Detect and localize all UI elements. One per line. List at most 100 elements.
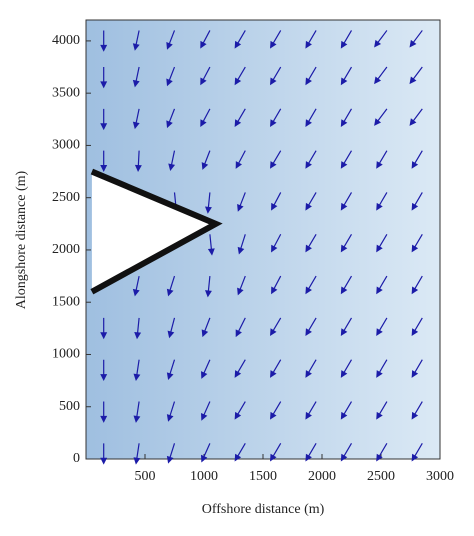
y-tick-label: 2000 bbox=[52, 242, 80, 257]
vector-arrow bbox=[100, 30, 108, 52]
x-tick-label: 2000 bbox=[308, 469, 336, 484]
vector-arrow bbox=[168, 150, 176, 171]
vector-arrow bbox=[271, 275, 282, 295]
vector-arrow bbox=[411, 359, 423, 378]
vector-arrow bbox=[411, 401, 423, 420]
vector-arrow bbox=[340, 192, 353, 211]
vector-arrow bbox=[270, 150, 282, 169]
vector-arrow bbox=[200, 30, 211, 49]
vector-arrow bbox=[376, 401, 388, 420]
vector-arrow bbox=[132, 66, 140, 88]
vector-arrow bbox=[205, 192, 212, 214]
vector-arrow bbox=[305, 150, 317, 169]
vector-arrow bbox=[376, 443, 388, 462]
vector-arrow bbox=[166, 30, 176, 50]
vector-arrow bbox=[305, 359, 317, 378]
vector-arrow bbox=[201, 150, 211, 170]
x-tick-label: 1500 bbox=[249, 469, 277, 484]
vector-arrow bbox=[376, 233, 388, 253]
vector-arrow bbox=[411, 150, 423, 169]
vector-arrow bbox=[234, 66, 246, 86]
vector-arrow bbox=[374, 30, 388, 48]
vector-arrow bbox=[100, 443, 108, 465]
vector-arrow bbox=[340, 401, 353, 420]
vector-arrow bbox=[166, 443, 176, 464]
vector-arrow bbox=[234, 30, 246, 49]
vector-arrow bbox=[133, 443, 141, 465]
y-tick-label: 0 bbox=[73, 451, 80, 466]
vector-arrow bbox=[411, 233, 423, 253]
vector-arrow bbox=[166, 66, 176, 87]
vector-arrow bbox=[374, 66, 388, 85]
vector-arrow bbox=[166, 108, 176, 129]
vector-arrow bbox=[134, 317, 142, 340]
vector-arrow bbox=[340, 30, 353, 49]
y-tick-label: 4000 bbox=[52, 33, 80, 48]
x-tick-label: 2500 bbox=[367, 469, 395, 484]
vector-arrow bbox=[340, 359, 353, 378]
vector-arrow bbox=[305, 30, 317, 49]
y-tick-label: 500 bbox=[59, 399, 80, 414]
vector-arrow bbox=[200, 108, 211, 128]
vector-arrow bbox=[234, 108, 246, 128]
vector-arrow bbox=[411, 192, 423, 211]
vector-arrow bbox=[270, 317, 282, 337]
vector-arrow bbox=[411, 317, 423, 337]
structure bbox=[90, 168, 223, 295]
vector-arrow bbox=[201, 317, 211, 338]
vector-arrow bbox=[235, 150, 246, 169]
x-axis-label: Offshore distance (m) bbox=[202, 502, 325, 517]
vector-arrow bbox=[305, 317, 317, 337]
x-tick-label: 500 bbox=[135, 469, 156, 484]
vector-arrow bbox=[409, 108, 423, 126]
vector-arrow bbox=[201, 443, 211, 463]
vector-arrow bbox=[340, 275, 353, 295]
vector-arrow bbox=[100, 359, 108, 382]
y-tick-label: 2500 bbox=[52, 190, 80, 205]
vector-arrow bbox=[409, 30, 423, 48]
vector-arrow bbox=[305, 233, 317, 253]
vector-arrow bbox=[305, 192, 317, 211]
vector-arrow bbox=[376, 359, 388, 378]
vector-arrow bbox=[305, 275, 317, 295]
vector-arrow bbox=[270, 359, 282, 378]
vector-arrow bbox=[411, 443, 423, 462]
vector-arrow bbox=[270, 108, 282, 128]
y-tick-label: 1500 bbox=[52, 294, 80, 309]
vector-arrow bbox=[100, 150, 108, 172]
vector-arrow bbox=[270, 443, 282, 462]
vector-arrow bbox=[134, 150, 142, 172]
vector-arrow bbox=[376, 317, 388, 337]
vector-arrow bbox=[271, 192, 282, 211]
vector-arrow bbox=[235, 317, 246, 338]
vector-arrow bbox=[305, 401, 317, 420]
vector-arrow bbox=[234, 401, 246, 420]
vector-arrow bbox=[200, 66, 211, 86]
vector-arrow bbox=[207, 234, 215, 256]
vector-arrow bbox=[237, 234, 246, 255]
vector-arrow bbox=[270, 66, 282, 86]
vector-arrow bbox=[411, 275, 423, 295]
vector-arrow bbox=[201, 401, 211, 421]
y-tick-label: 1000 bbox=[52, 347, 80, 362]
vector-arrow bbox=[166, 359, 176, 380]
vector-arrow bbox=[270, 401, 282, 420]
vector-arrow bbox=[133, 359, 141, 382]
vector-arrow bbox=[340, 150, 353, 169]
vector-arrow bbox=[132, 108, 140, 130]
x-tick-label: 3000 bbox=[426, 469, 454, 484]
vector-arrow bbox=[100, 401, 108, 423]
vector-arrow bbox=[167, 317, 176, 339]
vector-arrow bbox=[132, 275, 140, 297]
vector-arrow bbox=[340, 108, 353, 128]
vector-arrow bbox=[205, 276, 212, 298]
vector-arrow bbox=[270, 30, 282, 49]
vector-arrow bbox=[166, 401, 176, 422]
y-tick-label: 3500 bbox=[52, 85, 80, 100]
vector-arrow bbox=[100, 317, 108, 340]
vector-arrow bbox=[271, 233, 282, 253]
vector-arrow bbox=[201, 359, 211, 379]
vector-arrow bbox=[305, 108, 317, 128]
vector-arrow bbox=[234, 359, 246, 378]
